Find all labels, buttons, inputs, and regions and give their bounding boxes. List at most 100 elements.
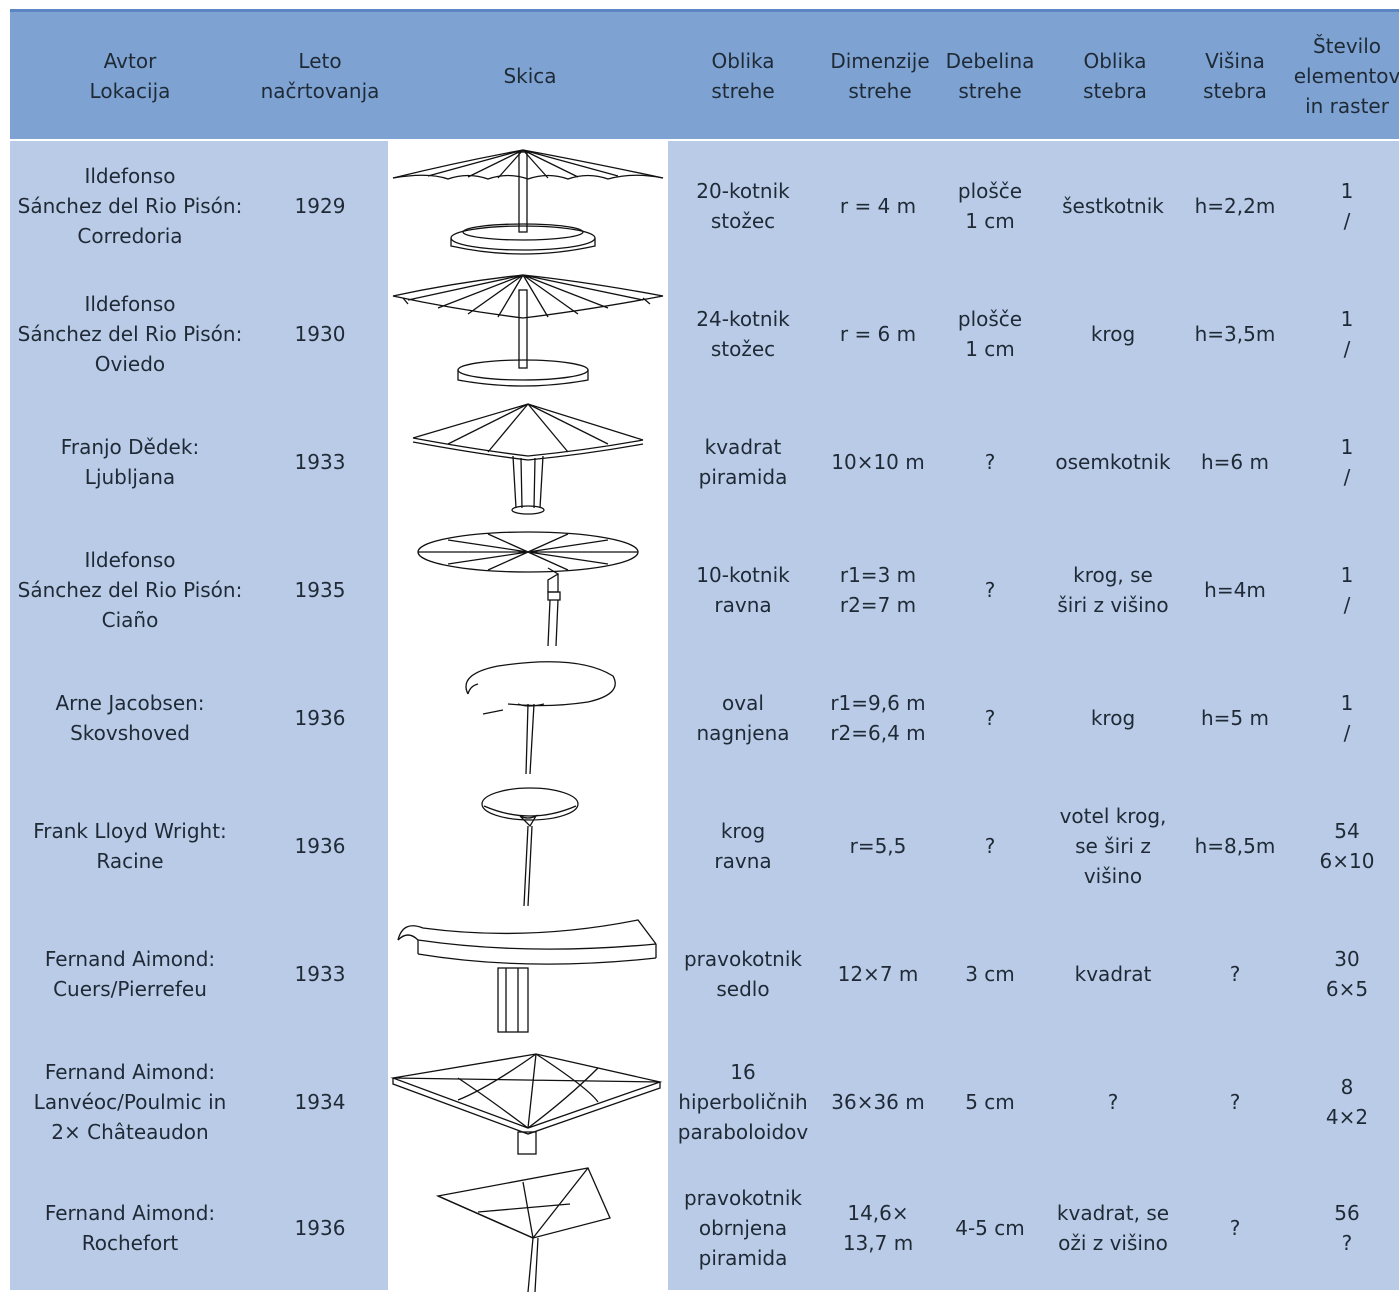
cell-thickness: plošče 1 cm <box>957 179 1023 233</box>
cell-dimensions: 36×36 m <box>831 1090 925 1114</box>
cell-elements: 1 / <box>1340 435 1354 489</box>
cell-elements: 1 / <box>1340 307 1354 361</box>
cell-roof-shape: 16 hiperboličnih paraboloidov <box>677 1060 809 1144</box>
inverted-pyramid-roof-icon <box>388 1166 668 1293</box>
cell-dimensions: 14,6× 13,7 m <box>842 1201 914 1255</box>
cell-height: h=3,5m <box>1194 322 1276 346</box>
cell-dimensions: r=5,5 <box>849 834 907 858</box>
cell-author: Ildefonso Sánchez del Rio Pisón: Corredo… <box>17 164 243 248</box>
table-header: Avtor Lokacija Leto načrtovanja Skica Ob… <box>10 12 1399 139</box>
cell-thickness: ? <box>984 706 996 730</box>
cell-author: Frank Lloyd Wright: Racine <box>33 819 227 873</box>
table-row: Fernand Aimond: Cuers/Pierrefeu 1933 pra… <box>0 910 1399 1038</box>
cell-thickness: plošče 1 cm <box>957 307 1023 361</box>
cell-dimensions: r1=3 m r2=7 m <box>839 563 917 617</box>
cell-year: 1936 <box>294 834 346 858</box>
header-elements-grid: Število elementov in raster <box>1293 33 1399 118</box>
cell-year: 1936 <box>294 706 346 730</box>
cell-height: ? <box>1229 1216 1241 1240</box>
table-row: Ildefonso Sánchez del Rio Pisón: Oviedo … <box>0 270 1399 398</box>
table-row: Ildefonso Sánchez del Rio Pisón: Ciaño 1… <box>0 526 1399 654</box>
dendriform-column-icon <box>388 782 668 910</box>
cell-elements: 1 / <box>1340 563 1354 617</box>
cell-column: osemkotnik <box>1055 450 1171 474</box>
cell-column: krog <box>1090 706 1136 730</box>
cell-roof-shape: oval nagnjena <box>696 691 790 745</box>
table-row: Franjo Dědek: Ljubljana 1933 kvadrat pir… <box>0 398 1399 526</box>
cell-year: 1935 <box>294 578 346 602</box>
cell-thickness: 3 cm <box>965 962 1015 986</box>
header-roof-shape: Oblika strehe <box>711 48 775 103</box>
cell-dimensions: r1=9,6 m r2=6,4 m <box>830 691 926 745</box>
cell-height: ? <box>1229 962 1241 986</box>
cell-thickness: ? <box>984 450 996 474</box>
table-row: Fernand Aimond: Lanvéoc/Poulmic in 2× Ch… <box>0 1038 1399 1166</box>
cell-dimensions: r = 6 m <box>839 322 917 346</box>
header-roof-dimensions: Dimenzije strehe <box>830 48 930 103</box>
cell-year: 1930 <box>294 322 346 346</box>
umbrella-cone-20gon-icon <box>388 142 668 270</box>
header-sketch: Skica <box>503 63 557 88</box>
cell-elements: 54 6×10 <box>1319 819 1375 873</box>
cell-author: Fernand Aimond: Cuers/Pierrefeu <box>44 947 216 1001</box>
header-separator <box>10 139 1399 141</box>
cell-roof-shape: 20-kotnik stožec <box>696 179 790 233</box>
cell-elements: 30 6×5 <box>1325 947 1369 1001</box>
cell-column: kvadrat, se oži z višino <box>1056 1201 1170 1255</box>
cell-column: kvadrat <box>1074 962 1152 986</box>
cell-column: šestkotnik <box>1062 194 1164 218</box>
header-column-shape: Oblika stebra <box>1083 48 1147 103</box>
cell-roof-shape: 10-kotnik ravna <box>696 563 790 617</box>
header-roof-thickness: Debelina strehe <box>945 48 1035 103</box>
cell-author: Arne Jacobsen: Skovshoved <box>55 691 205 745</box>
cell-column: krog, se širi z višino <box>1057 563 1169 617</box>
cell-roof-shape: 24-kotnik stožec <box>696 307 790 361</box>
cell-thickness: ? <box>984 578 996 602</box>
table-row: Frank Lloyd Wright: Racine 1936 krog rav… <box>0 782 1399 910</box>
cell-year: 1936 <box>294 1216 346 1240</box>
tilted-oval-roof-icon <box>388 654 668 782</box>
cell-elements: 56 ? <box>1334 1201 1360 1255</box>
saddle-roof-icon <box>388 910 668 1038</box>
cell-thickness: 4-5 cm <box>955 1216 1025 1240</box>
cell-author: Ildefonso Sánchez del Rio Pisón: Ciaño <box>17 548 243 632</box>
cell-height: h=8,5m <box>1194 834 1276 858</box>
cell-roof-shape: krog ravna <box>714 819 772 873</box>
header-author-location: Avtor Lokacija <box>89 48 171 103</box>
table-row: Ildefonso Sánchez del Rio Pisón: Corredo… <box>0 142 1399 270</box>
cell-column: krog <box>1090 322 1136 346</box>
cell-author: Fernand Aimond: Rochefort <box>44 1201 216 1255</box>
table-top-rule <box>10 9 1399 12</box>
cell-year: 1933 <box>294 962 346 986</box>
cell-height: h=2,2m <box>1194 194 1276 218</box>
cell-elements: 1 / <box>1340 179 1354 233</box>
table-body <box>10 141 1399 1290</box>
cell-year: 1929 <box>294 194 346 218</box>
flat-10gon-roof-icon <box>388 526 668 654</box>
cell-height: h=5 m <box>1201 706 1269 730</box>
cell-year: 1934 <box>294 1090 346 1114</box>
cell-author: Franjo Dědek: Ljubljana <box>60 435 200 489</box>
cell-elements: 1 / <box>1340 691 1354 745</box>
cell-author: Fernand Aimond: Lanvéoc/Poulmic in 2× Ch… <box>33 1060 227 1144</box>
table-row: Fernand Aimond: Rochefort 1936 pravokotn… <box>0 1166 1399 1294</box>
cell-dimensions: r = 4 m <box>839 194 917 218</box>
table-row: Arne Jacobsen: Skovshoved 1936 oval nagn… <box>0 654 1399 782</box>
cell-roof-shape: kvadrat piramida <box>698 435 788 489</box>
cell-thickness: ? <box>984 834 996 858</box>
cell-author: Ildefonso Sánchez del Rio Pisón: Oviedo <box>17 292 243 376</box>
umbrella-cone-24gon-icon <box>388 270 668 398</box>
cell-roof-shape: pravokotnik obrnjena piramida <box>683 1186 802 1270</box>
cell-year: 1933 <box>294 450 346 474</box>
header-year: Leto načrtovanja <box>260 48 380 103</box>
cell-dimensions: 12×7 m <box>837 962 919 986</box>
cell-roof-shape: pravokotnik sedlo <box>683 947 802 1001</box>
header-column-height: Višina stebra <box>1203 48 1267 103</box>
cell-column: votel krog, se širi z višino <box>1059 804 1167 888</box>
cell-height: h=6 m <box>1201 450 1269 474</box>
cell-height: ? <box>1229 1090 1241 1114</box>
hyperbolic-paraboloid-roof-icon <box>388 1038 668 1166</box>
cell-thickness: 5 cm <box>965 1090 1015 1114</box>
cell-column: ? <box>1107 1090 1119 1114</box>
cell-dimensions: 10×10 m <box>831 450 925 474</box>
